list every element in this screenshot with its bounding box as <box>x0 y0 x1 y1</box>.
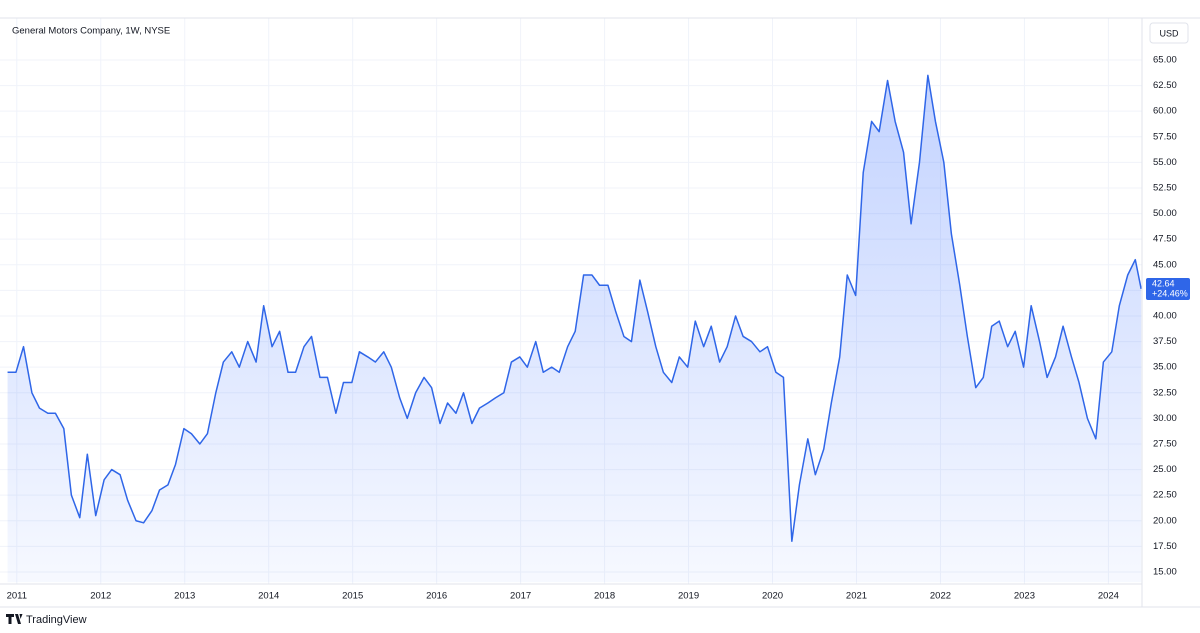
brand-logo <box>6 614 23 624</box>
x-tick-label: 2013 <box>174 591 195 602</box>
currency[interactable]: USD <box>1159 28 1179 38</box>
y-tick-label: 15.00 <box>1153 566 1177 577</box>
y-tick-label: 55.00 <box>1153 157 1177 168</box>
y-tick-label: 40.00 <box>1153 310 1177 321</box>
x-tick-label: 2012 <box>90 591 111 602</box>
y-tick-label: 65.00 <box>1153 54 1177 65</box>
x-tick-label: 2023 <box>1014 591 1035 602</box>
y-tick-label: 20.00 <box>1153 515 1177 526</box>
y-tick-label: 50.00 <box>1153 208 1177 219</box>
x-tick-label: 2024 <box>1098 591 1119 602</box>
change-label: +24.46% <box>1152 288 1188 298</box>
last-price: 42.64 <box>1152 278 1175 288</box>
plot <box>7 74 1142 583</box>
y-tick-label: 62.50 <box>1153 80 1177 91</box>
y-tick-label: 25.00 <box>1153 464 1177 475</box>
y-tick-label: 47.50 <box>1153 234 1177 245</box>
y-tick-label: 35.00 <box>1153 362 1177 373</box>
y-tick-label: 57.50 <box>1153 131 1177 142</box>
x-tick-label: 2020 <box>762 591 783 602</box>
x-tick-label: 2021 <box>846 591 867 602</box>
price-line <box>7 74 1142 542</box>
x-tick-label: 2014 <box>258 591 279 602</box>
axes: 15.00 17.50 20.00 22.50 25.00 27.50 30.00 32.50… <box>7 54 1190 602</box>
y-tick-label: 17.50 <box>1153 541 1177 552</box>
area-fill <box>7 75 1142 583</box>
y-tick-label: 32.50 <box>1153 387 1177 398</box>
x-tick-label: 2015 <box>342 591 363 602</box>
x-tick-label: 2018 <box>594 591 615 602</box>
y-tick-label: 22.50 <box>1153 490 1177 501</box>
x-tick-label: 2019 <box>678 591 699 602</box>
x-tick-label: 2022 <box>930 591 951 602</box>
x-tick-label: 2016 <box>426 591 447 602</box>
y-tick-label: 37.50 <box>1153 336 1177 347</box>
y-tick-label: 45.00 <box>1153 259 1177 270</box>
x-tick-label: 2017 <box>510 591 531 602</box>
brand: TradingView <box>26 614 87 626</box>
currency-box[interactable] <box>1149 22 1189 44</box>
last-price-box <box>1146 277 1190 300</box>
y-tick-label: 52.50 <box>1153 182 1177 193</box>
x-tick-label: 2011 <box>7 591 27 602</box>
y-tick-label: 30.00 <box>1153 413 1177 424</box>
chart-title: General Motors Company, 1W, NYSE <box>12 26 170 37</box>
y-tick-label: 60.00 <box>1153 106 1177 117</box>
y-tick-label: 27.50 <box>1153 438 1177 449</box>
